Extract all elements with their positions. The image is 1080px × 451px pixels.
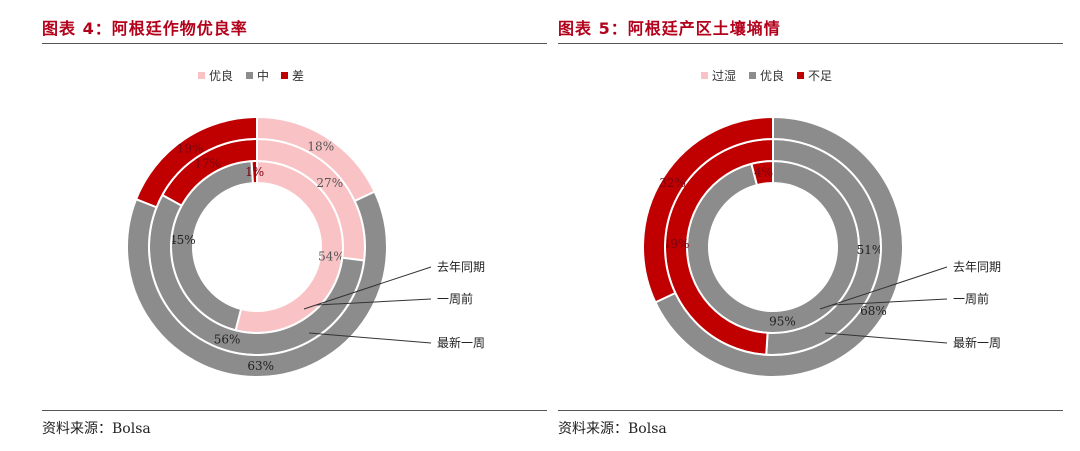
donut-segment bbox=[654, 115, 904, 378]
callout-leader-line bbox=[303, 266, 432, 310]
ring-callout-label: 一周前 bbox=[953, 291, 989, 306]
data-label: 45% bbox=[169, 233, 196, 247]
donut-segment bbox=[126, 190, 388, 378]
data-label: 1% bbox=[245, 165, 264, 179]
title-divider bbox=[42, 43, 547, 44]
callout-leader-line bbox=[819, 266, 948, 310]
ring-callout-label: 去年同期 bbox=[953, 260, 1001, 274]
source-divider bbox=[42, 410, 547, 411]
data-label: 4% bbox=[754, 166, 773, 180]
data-label: 54% bbox=[318, 249, 345, 263]
source-note: 资料来源：Bolsa bbox=[42, 418, 151, 438]
data-label: 32% bbox=[659, 176, 686, 190]
legend-swatch bbox=[198, 72, 205, 79]
title-divider bbox=[558, 43, 1063, 44]
figure-title: 图表 4：阿根廷作物优良率 bbox=[42, 19, 248, 38]
source-value: Bolsa bbox=[628, 421, 667, 437]
donut-segment bbox=[134, 115, 258, 209]
data-label: 27% bbox=[316, 176, 343, 190]
legend-swatch bbox=[797, 72, 804, 79]
donut-segment bbox=[642, 115, 774, 304]
data-label: 56% bbox=[214, 332, 241, 346]
legend-swatch bbox=[701, 72, 708, 79]
data-label: 63% bbox=[247, 359, 274, 373]
donut-chart-crop-condition: 优良 中 差 54% 45% 1% 27% 56% 17% 18% 63% 19% 去年同期一周前最新一… bbox=[126, 68, 485, 378]
ring-callout-label: 去年同期 bbox=[437, 260, 485, 274]
source-value: Bolsa bbox=[112, 421, 151, 437]
figure-title: 图表 5：阿根廷产区土壤墒情 bbox=[558, 19, 781, 38]
callout-leader-line bbox=[316, 298, 432, 306]
data-label: 19% bbox=[177, 142, 204, 156]
legend-label: 差 bbox=[292, 69, 304, 83]
data-label: 68% bbox=[860, 304, 887, 318]
data-label: 95% bbox=[769, 314, 796, 328]
callout-leader-line bbox=[832, 298, 948, 306]
ring-callout-label: 一周前 bbox=[437, 291, 473, 306]
legend-swatch bbox=[749, 72, 756, 79]
legend-label: 不足 bbox=[808, 69, 832, 83]
callout-leader-line bbox=[309, 332, 432, 344]
chart-panel-soil-moisture: 图表 5：阿根廷产区土壤墒情 过湿优良不足0%95%4%0%51%49%0%68… bbox=[558, 0, 1063, 451]
source-divider bbox=[558, 410, 1063, 411]
chart-panel-crop-condition: 图表 4：阿根廷作物优良率 优良 中 差 54% 45% 1% 27% 56% 17% 18% 63… bbox=[42, 0, 547, 451]
source-note: 资料来源：Bolsa bbox=[558, 418, 667, 438]
legend-label: 优良 bbox=[760, 68, 784, 83]
ring-callout-label: 最新一周 bbox=[437, 335, 485, 350]
legend-swatch bbox=[246, 72, 253, 79]
data-label: 17% bbox=[194, 157, 221, 171]
data-label: 18% bbox=[307, 140, 334, 154]
ring-callout-label: 最新一周 bbox=[953, 335, 1001, 350]
legend-label: 优良 bbox=[209, 68, 233, 83]
data-label: 51% bbox=[857, 243, 884, 257]
data-label: 49% bbox=[663, 237, 690, 251]
callout-leader-line bbox=[825, 332, 948, 344]
legend-label: 过湿 bbox=[712, 68, 736, 83]
source-label: 资料来源： bbox=[558, 421, 628, 437]
legend-label: 中 bbox=[257, 68, 269, 83]
legend-swatch bbox=[281, 72, 288, 79]
source-label: 资料来源： bbox=[42, 421, 112, 437]
